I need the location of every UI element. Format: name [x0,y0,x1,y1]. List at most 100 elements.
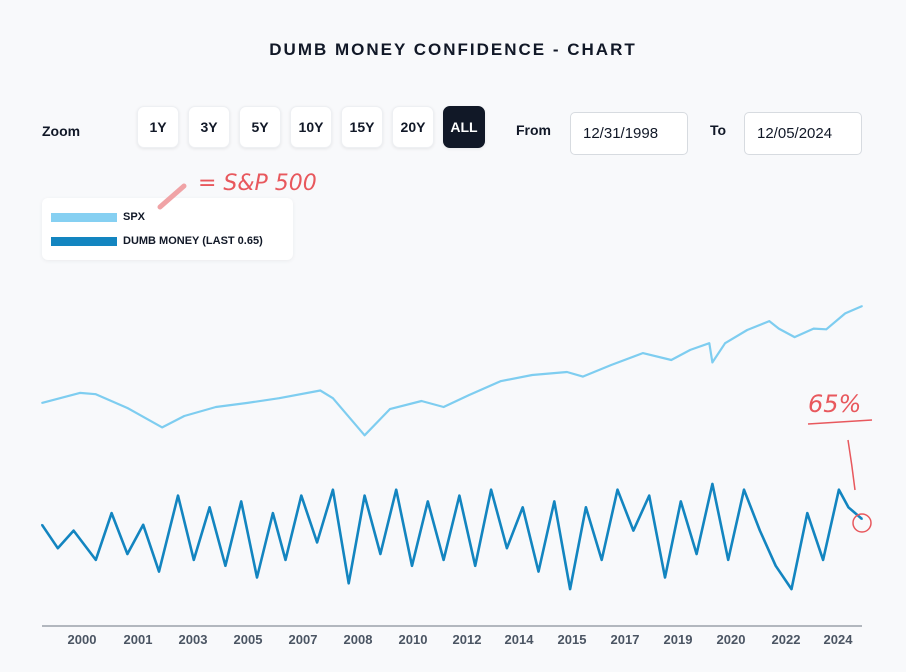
dumb-money-point [395,488,398,491]
dumb-money-point [537,570,540,573]
spx-point [499,380,502,383]
legend-label-spx: SPX [123,211,146,223]
dumb-money-point [490,488,492,491]
dumb-money-point [679,500,682,503]
dumb-money-point [426,500,429,503]
x-tick-label: 2017 [611,632,640,647]
spx-point [332,397,334,400]
x-tick-label: 2003 [179,632,208,647]
spx-point [711,361,714,364]
spx-point [389,408,391,410]
dumb-money-point [56,547,59,550]
legend-label-dumb-money: DUMB MONEY (LAST 0.65) [123,235,263,247]
zoom-3y-button[interactable]: 3Y [188,106,230,148]
spx-point [724,342,726,345]
dumb-money-point [41,523,43,526]
dumb-money-point [474,564,477,567]
dumb-money-point [240,500,243,503]
zoom-5y-button[interactable]: 5Y [239,106,281,148]
dumb-money-point [300,494,303,497]
x-tick-label: 2000 [68,632,97,647]
x-tick-label: 2015 [558,632,587,647]
zoom-button-group: 1Y 3Y 5Y 10Y 15Y 20Y ALL [137,106,485,148]
dumb-money-point [363,494,366,497]
annotation-spx-note: = S&P 500 [198,171,317,196]
spx-point [531,374,534,376]
to-date-input[interactable] [744,112,862,155]
dumb-money-point [743,488,745,491]
spx-point [442,406,445,408]
spx-point [746,329,749,331]
dumb-money-point [224,564,227,567]
dumb-money-point [521,506,524,509]
dumb-money-point [847,506,850,509]
dumb-money-point [411,564,413,567]
dumb-money-point [664,576,666,579]
dumb-money-point [553,500,556,503]
dumb-money-point [284,559,287,561]
zoom-15y-button[interactable]: 15Y [341,106,383,148]
dumb-money-point [648,494,651,497]
x-tick-label: 2008 [344,632,373,647]
dumb-money-point [711,483,714,485]
x-tick-label: 2005 [234,632,263,647]
spx-point [777,327,780,330]
dumb-money-point [272,512,274,514]
dumb-money-point [822,559,824,561]
x-tick-label: 2001 [124,632,153,647]
dumb-money-point [585,506,587,509]
dumb-money-point [158,570,160,573]
spx-point [689,349,692,351]
spx-series [41,305,863,437]
from-label: From [516,122,551,138]
dumb-money-point [458,494,461,497]
dumb-money-point [806,512,809,514]
dumb-money-point [569,588,571,590]
annotation-last-value-note: 65% [808,390,861,418]
zoom-all-button[interactable]: ALL [443,106,485,148]
dumb-money-point [600,559,603,561]
spx-point [363,434,366,437]
x-tick-label: 2010 [399,632,428,647]
zoom-1y-button[interactable]: 1Y [137,106,179,148]
x-tick-label: 2024 [824,632,854,647]
dumb-money-point [256,576,258,579]
annotation-arrow [847,439,856,491]
spx-point [420,400,423,402]
spx-point [319,389,322,392]
legend-swatch-dumb-money [51,236,117,246]
x-tick-label: 2022 [772,632,801,647]
legend-item-dumb-money[interactable]: DUMB MONEY (LAST 0.65) [51,235,263,247]
handwritten-annotations: = S&P 500 65% [157,171,873,533]
dumb-money-point [774,564,777,567]
spx-point [812,327,815,330]
dumb-money-point [506,547,508,550]
legend-item-spx[interactable]: SPX [51,211,145,223]
dumb-money-point [861,518,863,520]
chart-legend: SPX DUMB MONEY (LAST 0.65) [42,198,293,260]
dumb-money-point [347,582,350,585]
annotation-pointer-stroke [157,183,187,210]
spx-point [278,397,281,400]
dumb-money-point [695,553,698,555]
zoom-label: Zoom [42,123,81,139]
from-date-input[interactable] [570,112,688,155]
x-tick-label: 2012 [453,632,482,647]
zoom-20y-button[interactable]: 20Y [392,106,434,148]
dumb-money-line [40,482,863,591]
x-tick-label: 2014 [505,632,535,647]
zoom-10y-button[interactable]: 10Y [290,106,332,148]
spx-point [861,305,863,307]
spx-point [94,393,97,396]
x-tick-label: 2007 [289,632,318,647]
dumb-money-point [332,488,334,491]
spx-point [641,352,644,354]
dumb-money-point [126,553,129,555]
x-axis-ticks: 2000 2001 2003 2005 2007 2008 2010 2012 2014 2015… [68,632,854,647]
spx-point [844,312,847,315]
dumb-money-point [759,529,761,532]
legend-swatch-spx [51,212,117,222]
dumb-money-point [72,529,75,532]
dumb-money-point [442,559,445,561]
